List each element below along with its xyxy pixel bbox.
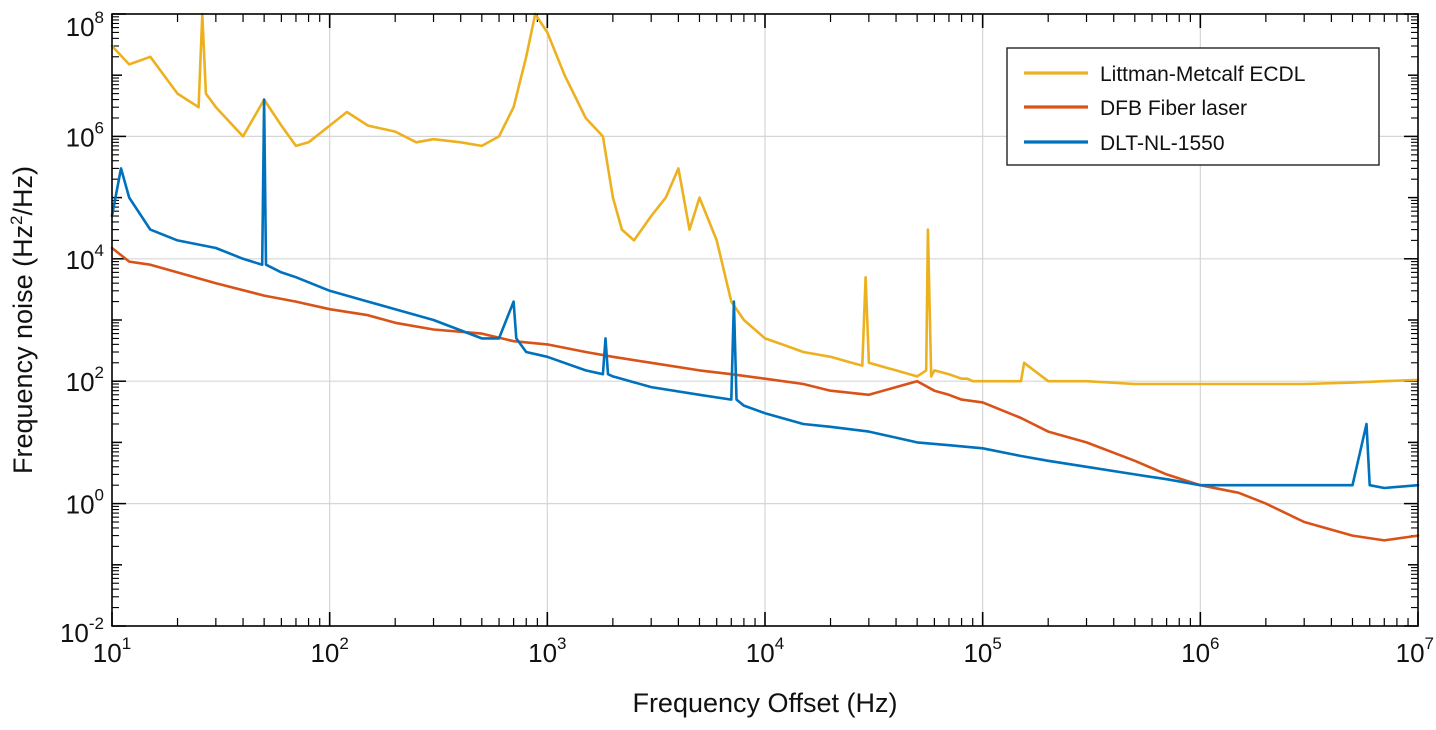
y-tick-label: 100 xyxy=(66,486,104,520)
series-line-0 xyxy=(110,12,1420,386)
y-tick-label: 104 xyxy=(66,241,104,275)
series-lines xyxy=(110,12,1420,542)
legend-label-dlt: DLT-NL-1550 xyxy=(1100,132,1225,155)
x-tick-label: 101 xyxy=(93,634,131,668)
series-line-2 xyxy=(110,98,1420,490)
y-tick-label: 106 xyxy=(66,118,104,152)
x-tick-label: 103 xyxy=(528,634,566,668)
y-tick-label: 10-2 xyxy=(60,614,104,648)
tick-labels: 101 102 103 104 105 106 107 10-2 100 102 104 106 108 xyxy=(60,8,1434,668)
legend-label-dfb: DFB Fiber laser xyxy=(1100,97,1247,120)
legend-label-ecdl: Littman-Metcalf ECDL xyxy=(1100,63,1305,86)
y-tick-label: 102 xyxy=(66,363,104,397)
y-axis-label-part1: Frequency noise (Hz xyxy=(8,225,38,474)
y-axis-label: Frequency noise (Hz2/Hz) xyxy=(7,166,38,474)
x-tick-label: 106 xyxy=(1181,634,1219,668)
plot-frame xyxy=(111,13,1419,627)
series-line-1 xyxy=(110,246,1420,542)
x-axis-label: Frequency Offset (Hz) xyxy=(632,688,897,718)
legend: Littman-Metcalf ECDL DFB Fiber laser DLT… xyxy=(1006,47,1380,166)
y-axis-label-part2: /Hz) xyxy=(8,166,38,216)
x-tick-label: 102 xyxy=(310,634,348,668)
x-tick-label: 107 xyxy=(1396,634,1434,668)
x-tick-label: 104 xyxy=(746,634,784,668)
x-tick-label: 105 xyxy=(963,634,1001,668)
y-axis-label-superscript: 2 xyxy=(7,215,26,224)
y-tick-label: 108 xyxy=(66,8,104,42)
